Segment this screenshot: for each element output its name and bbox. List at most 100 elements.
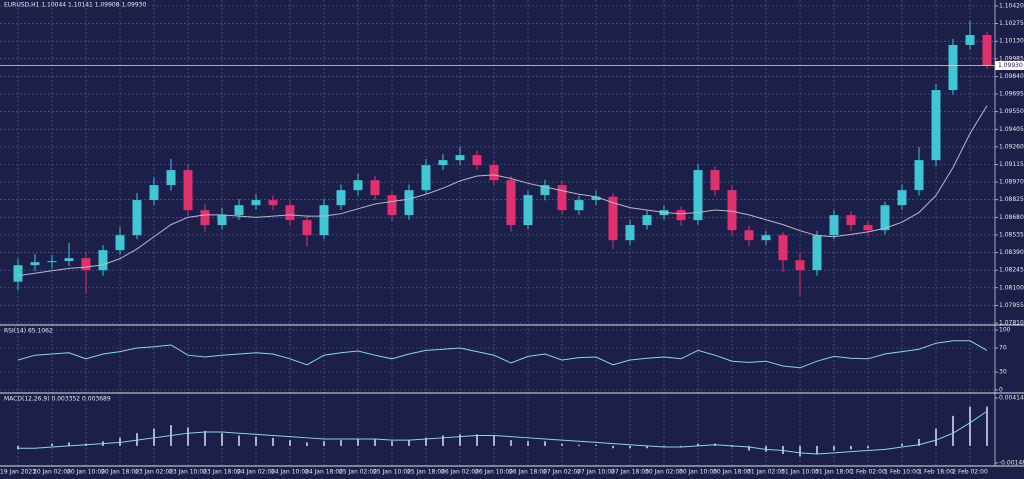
x-tick-label: 20 Jan 10:00 xyxy=(67,469,105,476)
candle-body xyxy=(608,196,618,241)
macd-bar xyxy=(850,445,852,450)
candle-body xyxy=(591,196,601,201)
candle-body xyxy=(914,160,924,191)
candle-body xyxy=(727,190,737,231)
macd-bar xyxy=(238,435,240,446)
candle-body xyxy=(47,261,57,263)
x-tick-label: 19 Jan 2023 xyxy=(0,469,36,476)
candle-body xyxy=(965,35,975,45)
candle-body xyxy=(897,190,907,206)
signal-line xyxy=(18,410,988,455)
macd-bar xyxy=(544,441,546,446)
y-tick-label: 0.004146 xyxy=(999,395,1024,402)
candle-body xyxy=(166,170,176,186)
x-tick-label: 25 Jan 10:00 xyxy=(373,469,411,476)
x-tick-label: 27 Jan 10:00 xyxy=(577,469,615,476)
macd-bar xyxy=(136,433,138,446)
candle-body xyxy=(302,220,312,236)
candle-body xyxy=(98,250,108,271)
x-tick-label: 24 Jan 18:00 xyxy=(305,469,343,476)
candle-body xyxy=(183,170,193,211)
macd-bar xyxy=(969,406,971,446)
macd-bar xyxy=(935,428,937,446)
macd-bar xyxy=(901,443,903,446)
candle-body xyxy=(489,165,499,181)
macd-bar xyxy=(272,437,274,446)
macd-bar xyxy=(391,441,393,446)
candle-body xyxy=(846,215,856,226)
macd-bar xyxy=(187,427,189,446)
x-tick-label: 20 Jan 02:00 xyxy=(33,469,71,476)
macd-bar xyxy=(340,440,342,446)
candle-body xyxy=(353,180,363,191)
price-label: 1.09930 xyxy=(998,62,1023,69)
candle-body xyxy=(880,205,890,231)
macd-bar xyxy=(629,445,631,449)
x-tick-label: 31 Jan 02:00 xyxy=(747,469,785,476)
macd-bar xyxy=(221,433,223,446)
x-tick-label: 24 Jan 02:00 xyxy=(237,469,275,476)
candle-body xyxy=(30,262,40,266)
y-tick-label: 1.09405 xyxy=(999,126,1024,133)
candle-body xyxy=(931,90,941,161)
x-tick-label: 2 Feb 02:00 xyxy=(952,469,988,476)
macd-bar xyxy=(204,430,206,446)
candle-body xyxy=(132,200,142,236)
candle-body xyxy=(574,200,584,211)
y-tick-label: 1.09840 xyxy=(999,73,1024,80)
x-tick-label: 23 Jan 02:00 xyxy=(135,469,173,476)
y-tick-label: 100 xyxy=(999,327,1011,334)
x-tick-label: 1 Feb 18:00 xyxy=(918,469,954,476)
macd-bar xyxy=(51,443,53,446)
candle-body xyxy=(268,200,278,206)
candle-body xyxy=(319,205,329,236)
y-tick-label: 30 xyxy=(999,369,1007,376)
macd-bar xyxy=(646,445,648,449)
macd-bar xyxy=(612,445,614,449)
y-tick-label: 1.10275 xyxy=(999,20,1024,27)
candle-body xyxy=(64,258,74,262)
panel-title: MACD(12,26,9) 0.003352 0.003689 xyxy=(4,396,111,403)
x-tick-label: 30 Jan 10:00 xyxy=(679,469,717,476)
y-tick-label: 1.09695 xyxy=(999,91,1024,98)
y-tick-label: 1.08970 xyxy=(999,179,1024,186)
macd-bar xyxy=(442,435,444,446)
macd-bar xyxy=(493,435,495,446)
candle-body xyxy=(693,170,703,221)
candle-body xyxy=(438,160,448,166)
y-tick-label: 1.07810 xyxy=(999,320,1024,327)
macd-bar xyxy=(527,441,529,446)
candle-body xyxy=(778,235,788,261)
macd-bar xyxy=(306,442,308,446)
macd-bar xyxy=(119,437,121,446)
panel-title: RSI(14) 65.1062 xyxy=(4,328,53,335)
x-tick-label: 31 Jan 18:00 xyxy=(815,469,853,476)
candle-body xyxy=(200,210,210,226)
macd-bar xyxy=(986,406,988,446)
candle-body xyxy=(812,235,822,271)
candle-body xyxy=(234,205,244,216)
macd-bar xyxy=(731,445,733,448)
y-tick-label: 1.09260 xyxy=(999,143,1024,150)
y-tick-label: 1.08535 xyxy=(999,231,1024,238)
candle-body xyxy=(676,210,686,221)
candle-body xyxy=(523,195,533,226)
x-tick-label: 24 Jan 10:00 xyxy=(271,469,309,476)
rsi-line xyxy=(17,340,988,369)
y-tick-label: 1.09985 xyxy=(999,55,1024,62)
macd-bar xyxy=(561,443,563,446)
macd-bar xyxy=(153,428,155,446)
candle-body xyxy=(13,265,23,282)
x-tick-label: 25 Jan 18:00 xyxy=(407,469,445,476)
x-tick-label: 30 Jan 18:00 xyxy=(713,469,751,476)
candle-body xyxy=(370,180,380,196)
macd-bar xyxy=(697,443,699,446)
y-tick-label: 70 xyxy=(999,345,1007,352)
candle-body xyxy=(761,235,771,241)
macd-bar xyxy=(867,445,869,449)
candle-body xyxy=(795,260,805,271)
macd-bar xyxy=(425,437,427,446)
candle-body xyxy=(217,215,227,226)
